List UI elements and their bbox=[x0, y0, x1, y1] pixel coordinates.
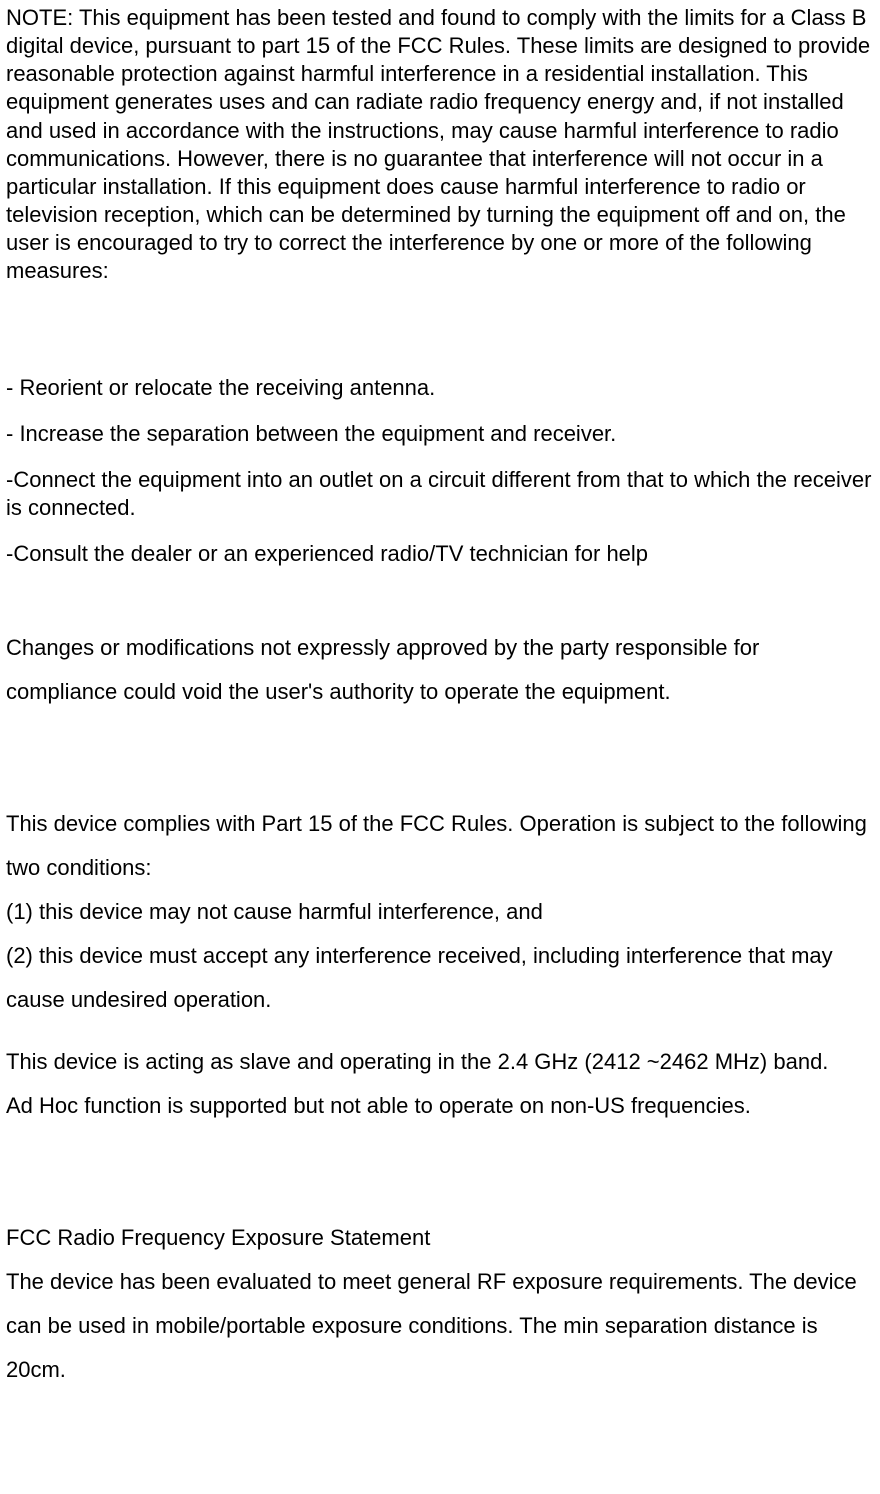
condition-2: (2) this device must accept any interfer… bbox=[6, 934, 874, 1022]
fcc-note-paragraph: NOTE: This equipment has been tested and… bbox=[6, 0, 874, 286]
changes-paragraph: Changes or modifications not expressly a… bbox=[6, 626, 874, 714]
measure-item-2: - Increase the separation between the eq… bbox=[6, 420, 874, 448]
measure-item-1: - Reorient or relocate the receiving ant… bbox=[6, 374, 874, 402]
spacer bbox=[6, 286, 874, 374]
rf-exposure-heading: FCC Radio Frequency Exposure Statement bbox=[6, 1216, 874, 1260]
measure-item-3: -Connect the equipment into an outlet on… bbox=[6, 466, 874, 522]
spacer bbox=[6, 714, 874, 802]
measure-item-4: -Consult the dealer or an experienced ra… bbox=[6, 540, 874, 568]
spacer bbox=[6, 1128, 874, 1216]
slave-band-paragraph: This device is acting as slave and opera… bbox=[6, 1040, 874, 1084]
condition-1: (1) this device may not cause harmful in… bbox=[6, 890, 874, 934]
spacer bbox=[6, 1022, 874, 1040]
compliance-intro: This device complies with Part 15 of the… bbox=[6, 802, 874, 890]
rf-exposure-body: The device has been evaluated to meet ge… bbox=[6, 1260, 874, 1392]
adhoc-paragraph: Ad Hoc function is supported but not abl… bbox=[6, 1084, 874, 1128]
spacer bbox=[6, 586, 874, 626]
